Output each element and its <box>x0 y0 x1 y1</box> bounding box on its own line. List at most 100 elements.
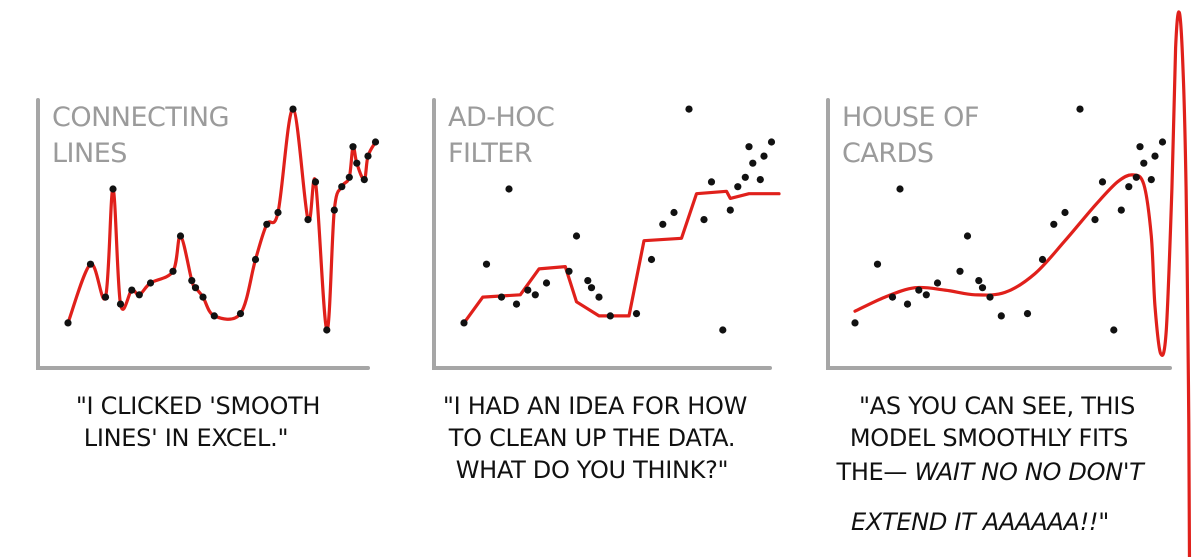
data-point <box>353 159 361 167</box>
panel-3-axes <box>826 98 1172 370</box>
data-point <box>707 178 716 186</box>
data-point <box>873 260 882 268</box>
data-point <box>1110 326 1118 334</box>
panel-1-data-points <box>64 105 380 334</box>
data-point <box>1151 152 1159 160</box>
panel-2-caption-line-1: "I HAD AN IDEA FOR HOW <box>443 392 747 420</box>
data-point <box>572 232 581 240</box>
data-point <box>176 232 185 240</box>
data-point <box>349 143 357 151</box>
data-point <box>956 267 964 275</box>
panel-3-caption-line-3-italic: WAIT NO NO DON'T <box>914 458 1146 486</box>
data-point <box>1147 176 1155 184</box>
data-point <box>659 220 667 228</box>
panel-2-caption-line-3: WHAT DO YOU THINK?" <box>456 456 729 484</box>
data-point <box>169 267 177 275</box>
data-point <box>338 183 346 191</box>
data-point <box>274 208 282 217</box>
data-point <box>364 152 372 160</box>
data-point <box>146 279 155 287</box>
data-point <box>1125 183 1133 191</box>
panel-3-caption-line-4: EXTEND IT AAAAAA!!" <box>851 508 1109 536</box>
panel-3-polynomial-fit <box>853 10 1192 557</box>
data-point <box>531 291 539 299</box>
data-point <box>565 267 573 275</box>
data-point <box>741 173 749 181</box>
panel-1-title-line-1: CONNECTING <box>52 102 229 133</box>
data-point <box>986 293 994 301</box>
data-point <box>922 291 930 299</box>
data-point <box>482 260 491 268</box>
data-point <box>749 159 757 167</box>
data-point <box>760 152 768 160</box>
data-point <box>584 277 592 285</box>
data-point <box>1038 255 1047 264</box>
data-point <box>978 284 987 292</box>
data-point <box>915 286 923 294</box>
data-point <box>726 206 734 214</box>
data-point <box>263 220 271 228</box>
panel-2-caption-line-2: TO CLEAN UP THE DATA. <box>448 424 735 452</box>
data-point <box>1050 220 1058 228</box>
data-point <box>1098 178 1107 186</box>
data-point <box>734 183 742 191</box>
data-point <box>670 208 678 217</box>
data-point <box>188 277 196 285</box>
data-point <box>587 284 596 292</box>
data-point <box>360 176 368 184</box>
data-point <box>128 286 136 294</box>
panel-3-caption-line-4-plain: " <box>1098 508 1109 536</box>
data-point <box>109 185 117 193</box>
panel-ad-hoc-filter: AD-HOC FILTER "I HAD AN IDEA FOR HOW TO … <box>432 98 781 484</box>
data-point <box>1140 159 1148 167</box>
data-point <box>497 293 506 301</box>
panel-3-caption-line-1: "AS YOU CAN SEE, THIS <box>859 392 1135 420</box>
panel-2-axes <box>432 98 772 370</box>
data-point <box>524 286 532 294</box>
data-point <box>745 143 753 151</box>
data-point <box>1023 310 1032 318</box>
data-point <box>1076 105 1084 113</box>
data-point <box>1091 216 1099 224</box>
panel-1-axes <box>36 98 370 370</box>
panel-3-title-line-2: CARDS <box>842 138 934 169</box>
data-point <box>975 277 983 285</box>
data-point <box>64 319 72 327</box>
panel-3-data-points <box>851 105 1167 334</box>
data-point <box>304 216 312 224</box>
data-point <box>236 310 245 318</box>
panel-1-caption-line-2: LINES' IN EXCEL." <box>84 424 288 452</box>
panel-3-caption-line-2: MODEL SMOOTHLY FITS <box>850 424 1128 452</box>
data-point <box>101 293 110 301</box>
data-point <box>700 216 708 224</box>
panel-3-caption-line-3: THE— WAIT NO NO DON'T <box>835 458 1146 486</box>
panel-2-title-line-1: AD-HOC <box>448 102 554 133</box>
panel-3-title-line-1: HOUSE OF <box>842 102 979 133</box>
data-point <box>595 293 603 301</box>
panel-2-data-points <box>460 105 776 334</box>
data-point <box>1136 143 1144 151</box>
data-point <box>997 312 1005 320</box>
data-point <box>289 105 297 113</box>
data-point <box>542 279 551 287</box>
data-point <box>330 206 338 214</box>
data-point <box>311 178 320 186</box>
data-point <box>903 300 912 308</box>
data-point <box>767 138 776 146</box>
panel-1-caption-line-1: "I CLICKED 'SMOOTH <box>76 392 320 420</box>
data-point <box>606 312 614 320</box>
data-point <box>963 232 972 240</box>
data-point <box>323 326 331 334</box>
data-point <box>199 293 207 301</box>
data-point <box>345 173 353 181</box>
data-point <box>251 255 260 264</box>
data-point <box>719 326 727 334</box>
panel-connecting-lines: CONNECTING LINES "I CLICKED 'SMOOTH LINE… <box>36 98 380 452</box>
data-point <box>1117 206 1125 214</box>
data-point <box>888 293 897 301</box>
data-point <box>756 176 764 184</box>
panel-2-title-line-2: FILTER <box>448 138 532 169</box>
data-point <box>116 300 125 308</box>
panel-1-title-line-2: LINES <box>52 138 127 169</box>
